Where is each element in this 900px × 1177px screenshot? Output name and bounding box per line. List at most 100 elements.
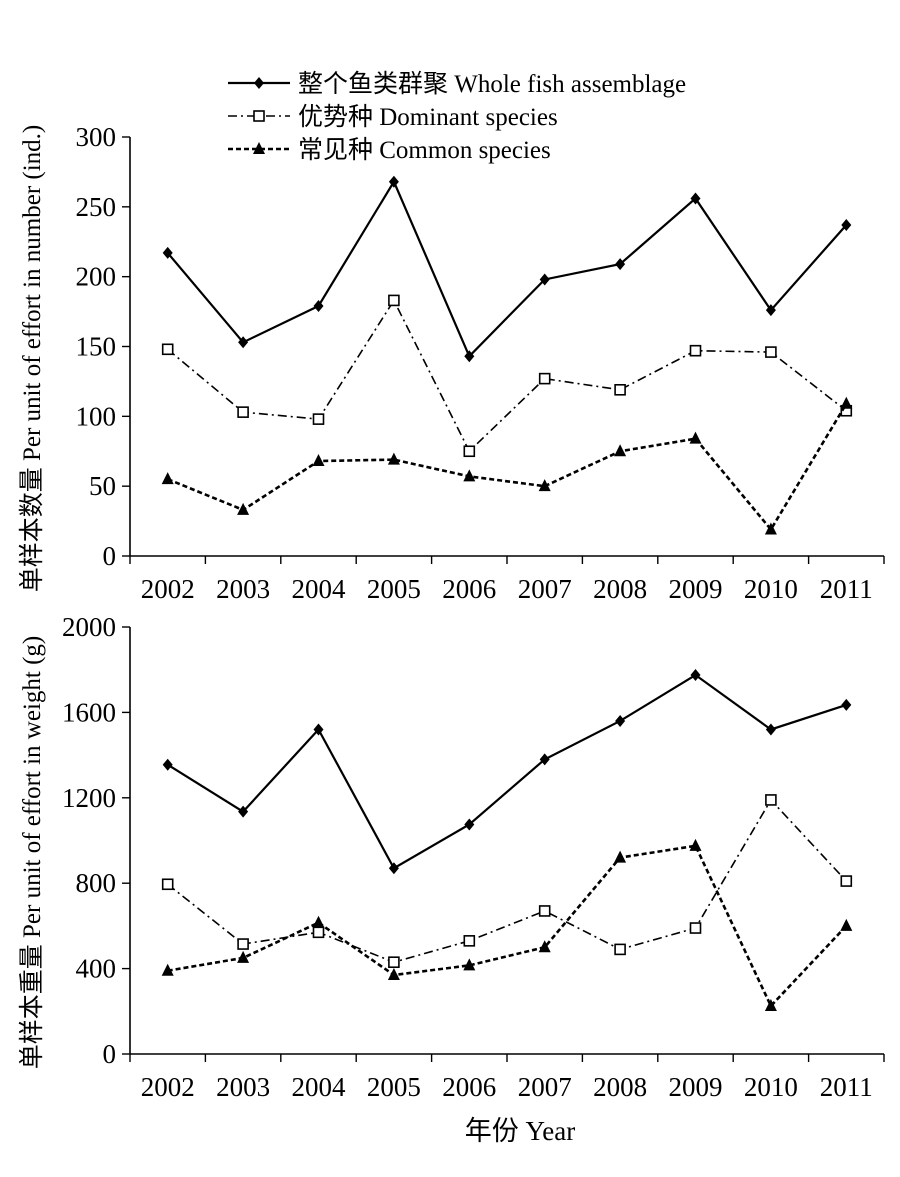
data-point [161, 963, 174, 976]
x-tick-label: 2009 [669, 1072, 723, 1102]
x-tick-label: 2011 [820, 1072, 873, 1102]
y-tick-label: 1600 [62, 697, 116, 727]
x-tick-label: 2008 [593, 574, 647, 604]
data-point [463, 935, 476, 947]
y-tick-label: 0 [103, 541, 117, 571]
data-point [689, 344, 702, 357]
x-tick-label: 2002 [141, 1072, 195, 1102]
data-point [161, 878, 174, 891]
series-1 [161, 294, 853, 458]
data-point [690, 192, 701, 205]
x-tick-label: 2004 [292, 1072, 347, 1102]
x-tick-label: 2007 [518, 1072, 572, 1102]
data-point [313, 299, 324, 312]
data-point [764, 522, 777, 535]
y-tick-label: 1200 [62, 783, 116, 813]
series-0 [162, 175, 852, 363]
series-line [167, 298, 847, 453]
data-point [161, 343, 174, 356]
y-axis-title: 单样本数量 Per unit of effort in number (ind.… [18, 125, 46, 593]
y-tick-label: 0 [103, 1039, 117, 1069]
data-point [538, 940, 551, 953]
data-point [313, 723, 324, 736]
x-tick-label: 2006 [442, 574, 496, 604]
x-tick-label: 2004 [292, 574, 347, 604]
data-point [689, 922, 702, 934]
data-point [765, 723, 776, 736]
data-point [765, 304, 776, 317]
y-tick-label: 150 [76, 332, 117, 362]
data-point [463, 469, 476, 482]
legend-marker [253, 110, 265, 122]
data-point [463, 958, 476, 971]
data-point [312, 454, 325, 467]
data-point [463, 445, 476, 458]
data-point [840, 875, 853, 887]
series-1 [161, 794, 853, 968]
series-line [167, 844, 848, 1009]
legend-label: 整个鱼类群聚 Whole fish assemblage [298, 70, 686, 98]
data-point [237, 950, 250, 963]
legend-item: 优势种 Dominant species [228, 103, 558, 131]
data-point [690, 669, 701, 682]
data-point [388, 294, 400, 307]
legend-marker [253, 142, 265, 154]
legend-label: 优势种 Dominant species [298, 103, 558, 131]
series-line [167, 798, 847, 964]
y-tick-label: 200 [76, 262, 117, 292]
x-tick-label: 2010 [744, 574, 798, 604]
data-point [840, 396, 853, 409]
data-point [237, 938, 249, 950]
data-point [162, 758, 173, 771]
data-point [689, 431, 702, 444]
data-point [614, 943, 626, 956]
x-tick-label: 2003 [216, 1072, 270, 1102]
y-tick-label: 50 [89, 471, 116, 501]
data-point [765, 794, 777, 806]
x-tick-label: 2003 [216, 574, 270, 604]
data-point [615, 258, 626, 271]
series-line [167, 403, 848, 532]
data-point [388, 175, 399, 188]
legend-item: 整个鱼类群聚 Whole fish assemblage [228, 70, 686, 98]
data-point [765, 346, 777, 358]
x-axis-title: 年份 Year [465, 1116, 576, 1146]
data-point [614, 383, 626, 396]
legend-marker [254, 77, 264, 89]
y-axis-title: 单样本重量 Per unit of effort in weight (g) [18, 636, 46, 1070]
x-tick-label: 2010 [744, 1072, 798, 1102]
data-point [538, 479, 551, 492]
x-tick-label: 2011 [820, 574, 873, 604]
x-tick-label: 2005 [367, 574, 421, 604]
chart-weight: 0 400 800 1200 1600 2000 2002 2003 2004 2005 2006 2… [18, 612, 885, 1102]
x-tick-label: 2002 [141, 574, 195, 604]
data-point [161, 472, 174, 485]
y-tick-label: 400 [76, 954, 117, 984]
x-tick-label: 2009 [669, 574, 723, 604]
data-point [614, 444, 627, 457]
legend: 整个鱼类群聚 Whole fish assemblage 优势种 Dominant… [228, 70, 686, 164]
data-point [538, 372, 551, 385]
series-line [167, 673, 847, 870]
data-point [387, 968, 400, 981]
data-point [312, 413, 325, 425]
chart-number: 0 50 100 150 200 250 300 2002 2003 2004 2005 2006 20… [18, 122, 885, 604]
series-0 [162, 669, 852, 875]
data-point [237, 502, 250, 515]
data-point [312, 926, 325, 939]
y-tick-label: 800 [76, 868, 117, 898]
data-point [841, 698, 852, 711]
data-point [764, 998, 777, 1011]
series-line [166, 179, 848, 359]
data-point [387, 452, 400, 465]
x-tick-label: 2008 [593, 1072, 647, 1102]
data-point [388, 956, 400, 968]
series-2 [161, 838, 853, 1011]
x-tick-label: 2006 [442, 1072, 496, 1102]
x-tick-label: 2005 [367, 1072, 421, 1102]
data-point [539, 273, 550, 286]
y-tick-label: 2000 [62, 612, 116, 642]
y-tick-label: 100 [76, 401, 117, 431]
data-point [237, 406, 249, 418]
data-point [614, 850, 627, 863]
